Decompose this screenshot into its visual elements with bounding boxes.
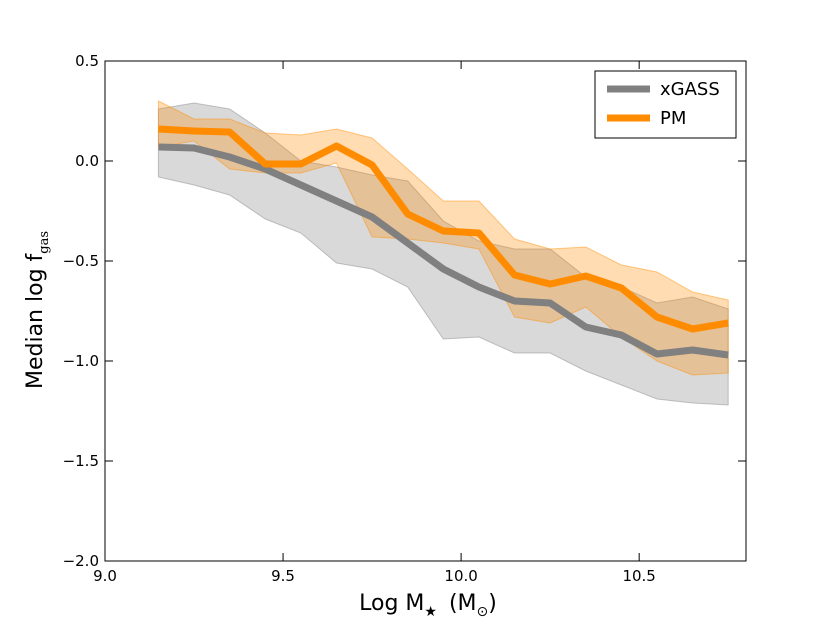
plot-frame	[104, 60, 747, 562]
series-line-pm	[158, 125, 729, 333]
y-axis-label: Median log fgas	[23, 231, 52, 389]
legend: xGASS PM	[594, 70, 737, 139]
band-pm	[157, 100, 729, 376]
y-tick-label: −1.5	[63, 452, 99, 470]
x-axis-label: Log M★ (M⊙)	[359, 591, 497, 620]
axis-ticks	[104, 60, 746, 562]
y-tick-label: −2.0	[63, 552, 99, 570]
x-tick-label: 10.0	[444, 567, 477, 585]
legend-label-pm: PM	[660, 108, 686, 129]
median-lines	[158, 125, 729, 359]
x-tick-label: 10.5	[622, 567, 655, 585]
x-tick-label: 9.5	[271, 567, 295, 585]
y-tick-label: −0.5	[63, 252, 99, 270]
y-tick-label: 0.0	[75, 152, 99, 170]
tick-labels: 9.0 9.5 10.0 10.5 −2.0 −1.5 −1.0 −0.5 0.0 0.5	[63, 52, 656, 585]
legend-frame	[594, 70, 737, 139]
series-line-xgass	[158, 143, 729, 359]
y-tick-label: 0.5	[75, 52, 99, 70]
legend-label-xgass: xGASS	[660, 79, 720, 100]
y-tick-label: −1.0	[63, 352, 99, 370]
x-tick-label: 9.0	[93, 567, 117, 585]
